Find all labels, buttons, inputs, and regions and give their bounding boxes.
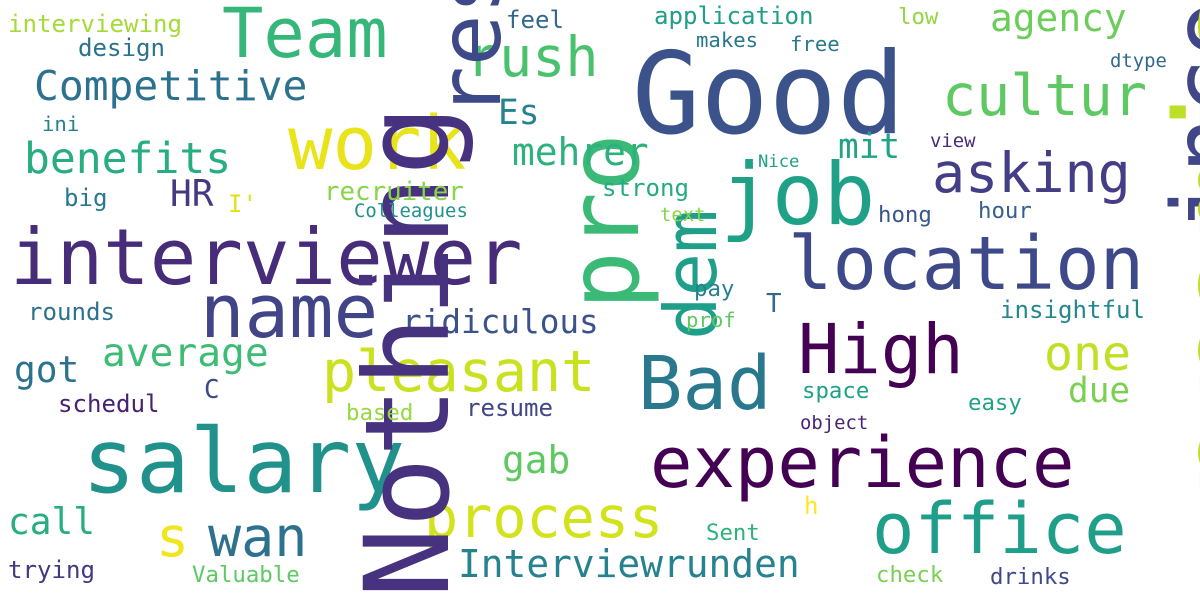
word-competitive: Competitive [34,62,308,110]
word-resume: resume [466,394,553,422]
word-asking: asking [932,141,1131,205]
word-ridiculous: ridiculous [402,303,599,341]
word-application: application [654,2,814,30]
word-name: name [200,269,379,355]
word-interviewrunden: Interviewrunden [458,542,800,586]
word-one: one [1044,326,1131,382]
word-promises: promises [1145,0,1200,500]
word-experience: experience [650,422,1075,504]
word-hong: hong [878,202,932,228]
word-c: C [204,375,220,405]
word-schedul: schedul [58,390,160,418]
word-valuable: Valuable [192,562,300,588]
word-low: low [898,4,939,30]
word-feel: feel [506,6,564,34]
word-h: h [804,492,819,520]
word-team: Team [222,0,388,74]
word-pay: pay [694,276,735,302]
word-ini: ini [42,112,80,136]
word-design: design [78,34,165,62]
word-location: location [788,221,1145,307]
word-job: job [720,145,876,245]
word-nice: Nice [758,152,800,172]
word-prof: prof [686,308,736,332]
word-check: check [876,562,944,588]
word-salary: salary [82,410,406,514]
word-big: big [64,184,108,212]
word-hour: hour [978,198,1032,224]
word-es: Es [498,93,540,133]
word-space: space [802,378,870,404]
word-pleasant: pleasant [322,339,596,405]
word-work: work [288,101,467,187]
word-benefits: benefits [24,134,232,184]
word-interviewing: interviewing [8,10,182,38]
word-interviewer: interviewer [10,213,523,303]
word-cultur: cultur [942,63,1147,129]
word-sent: Sent [706,520,760,546]
word-strong: strong [602,174,689,202]
word-trying: trying [8,556,95,584]
word-i: I' [228,190,257,218]
word-object: object [800,412,869,434]
word-bad: Bad [638,341,772,427]
word-text: text [660,204,706,226]
word-mehrer: mehrer [512,130,649,174]
word-gab: gab [502,438,571,482]
word-rush: rush [466,25,599,89]
word-insightful: insightful [1000,296,1145,324]
word-colleagues: Colleagues [354,200,468,222]
word-wan: wan [208,505,308,569]
word-free: free [790,32,840,56]
word-hr: HR [170,172,214,215]
word-good: Good [632,28,906,160]
word-s: s [156,505,190,569]
word-respect: respect [421,0,521,118]
word-drinks: drinks [990,564,1071,590]
word-agency: agency [990,0,1127,40]
word-got: got [14,348,80,391]
word-based: based [346,400,414,426]
word-view: view [930,130,976,152]
word-process: process [424,485,664,551]
word-mit: mit [838,127,901,167]
word-easy: easy [968,390,1022,416]
word-recruiter: recruiter [324,177,464,207]
word-high: High [798,310,964,390]
word-average: average [102,330,269,376]
word-rounds: rounds [28,298,115,326]
word-makes: makes [696,28,759,52]
word-call: call [8,500,95,543]
word-due: due [1068,371,1131,411]
word-t: T [766,289,782,319]
word-dtype: dtype [1110,50,1167,72]
word-office: office [872,488,1127,570]
